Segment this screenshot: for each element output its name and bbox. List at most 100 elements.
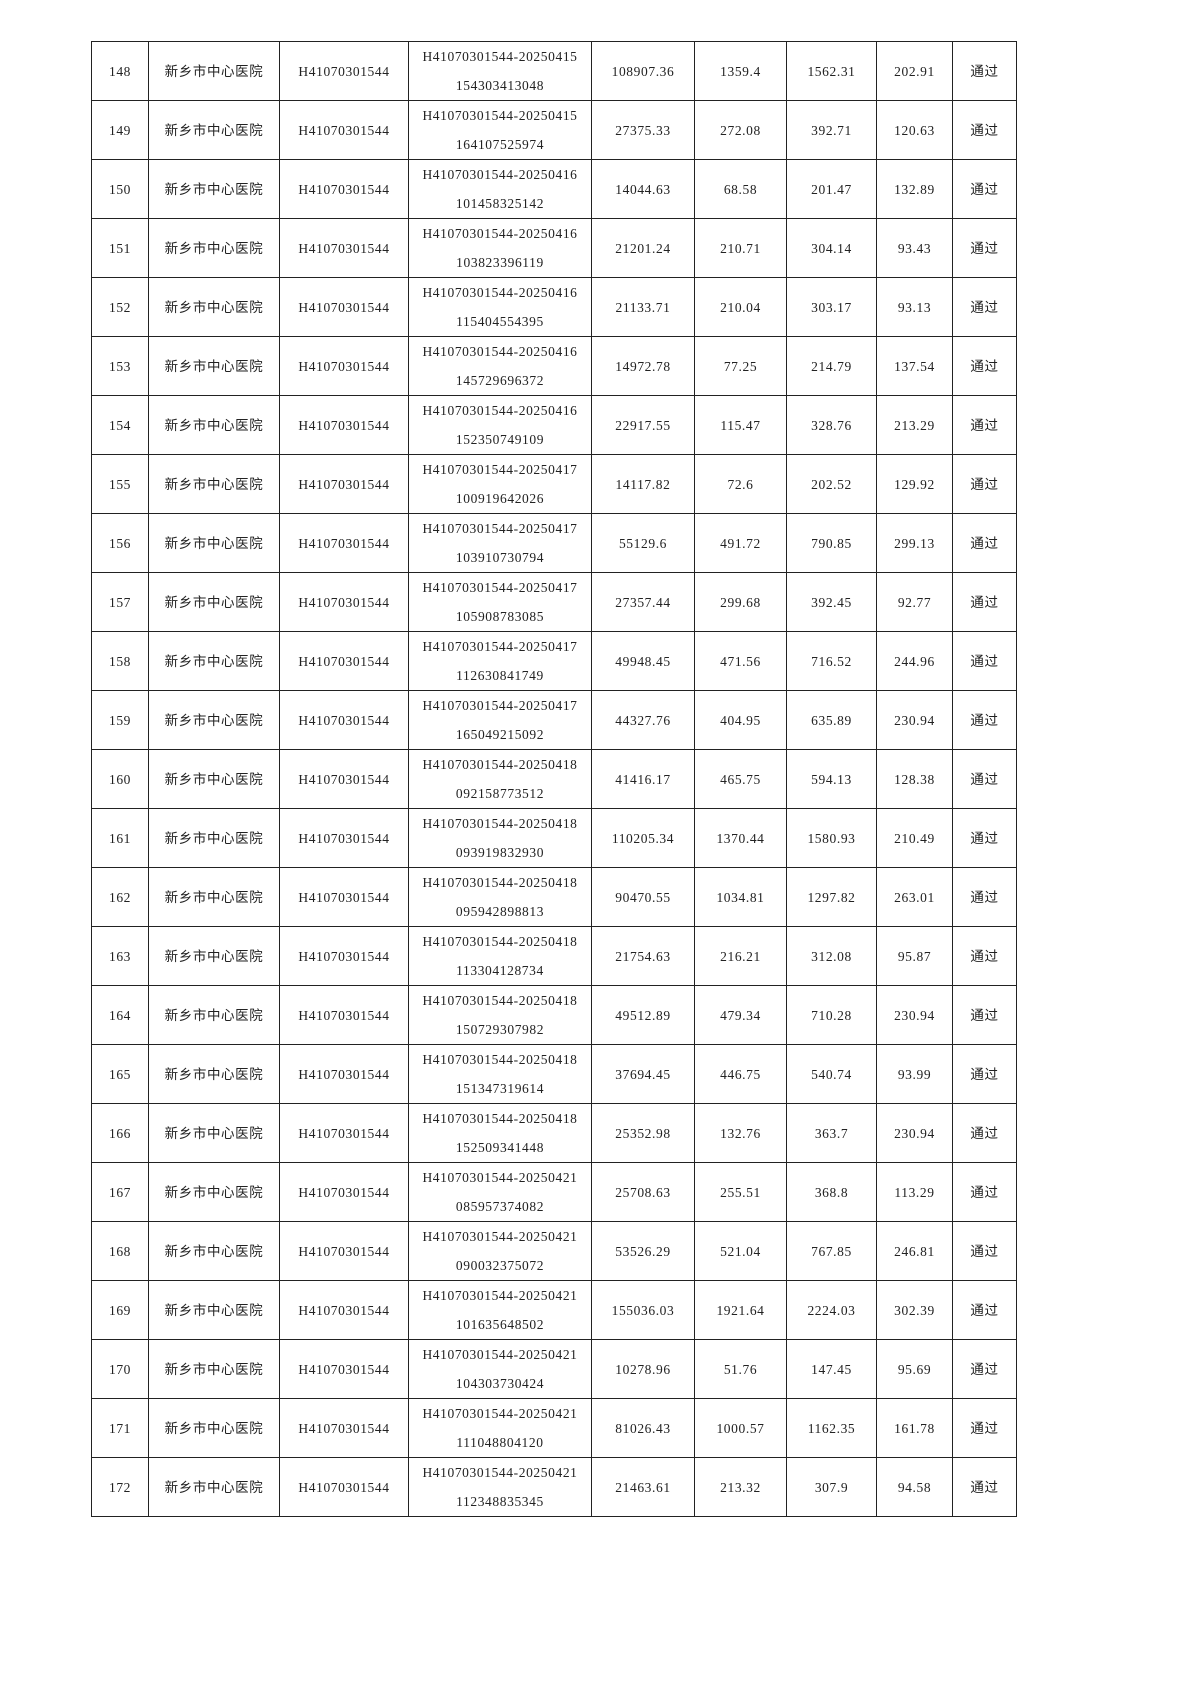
amount-cell: 213.29 — [876, 395, 953, 455]
total-amount-cell: 14117.82 — [591, 454, 695, 514]
serial-number-line: 112630841749 — [456, 668, 544, 683]
review-result-cell: 通过 — [952, 926, 1017, 986]
serial-number-line: 085957374082 — [455, 1199, 545, 1214]
amount-cell: 77.25 — [694, 336, 787, 396]
serial-number-cell: H41070301544-20250421 104303730424 — [408, 1339, 592, 1399]
row-number-cell: 159 — [91, 690, 149, 750]
serial-number-line: 152350749109 — [455, 432, 545, 447]
row-number-cell: 157 — [91, 572, 149, 632]
total-amount-cell: 21201.24 — [591, 218, 695, 278]
row-number-cell: 158 — [91, 631, 149, 691]
review-result-cell: 通过 — [952, 454, 1017, 514]
row-number-cell: 149 — [91, 100, 149, 160]
review-result-cell: 通过 — [952, 218, 1017, 278]
institution-code-cell: H41070301544 — [279, 1398, 409, 1458]
row-number-cell: 151 — [91, 218, 149, 278]
amount-cell: 716.52 — [786, 631, 877, 691]
table-row: 156 新乡市中心医院 H41070301544 H41070301544-20250… — [91, 513, 1017, 573]
amount-cell: 68.58 — [694, 159, 787, 219]
total-amount-cell: 155036.03 — [591, 1280, 695, 1340]
total-amount-cell: 90470.55 — [591, 867, 695, 927]
amount-cell: 115.47 — [694, 395, 787, 455]
serial-number-line: H41070301544-20250416 — [422, 403, 578, 418]
total-amount-cell: 27375.33 — [591, 100, 695, 160]
serial-number-line: 101458325142 — [455, 196, 545, 211]
serial-number-cell: H41070301544-20250417 103910730794 — [408, 513, 592, 573]
hospital-name-cell: 新乡市中心医院 — [148, 926, 280, 986]
table-row: 148 新乡市中心医院 H41070301544 H41070301544-20250… — [91, 41, 1017, 101]
serial-number-line: 103823396119 — [456, 255, 544, 270]
amount-cell: 132.76 — [694, 1103, 787, 1163]
serial-number-cell: H41070301544-20250418 150729307982 — [408, 985, 592, 1045]
institution-code-cell: H41070301544 — [279, 1457, 409, 1517]
amount-cell: 201.47 — [786, 159, 877, 219]
institution-code-cell: H41070301544 — [279, 41, 409, 101]
institution-code-cell: H41070301544 — [279, 1280, 409, 1340]
amount-cell: 129.92 — [876, 454, 953, 514]
amount-cell: 95.69 — [876, 1339, 953, 1399]
serial-number-line: H41070301544-20250421 — [422, 1465, 578, 1480]
institution-code-cell: H41070301544 — [279, 572, 409, 632]
serial-number-line: 115404554395 — [456, 314, 544, 329]
serial-number-cell: H41070301544-20250417 112630841749 — [408, 631, 592, 691]
serial-number-cell: H41070301544-20250421 111048804120 — [408, 1398, 592, 1458]
serial-number-line: 164107525974 — [455, 137, 545, 152]
hospital-name-cell: 新乡市中心医院 — [148, 395, 280, 455]
hospital-name-cell: 新乡市中心医院 — [148, 808, 280, 868]
serial-number-line: H41070301544-20250417 — [422, 698, 578, 713]
amount-cell: 244.96 — [876, 631, 953, 691]
amount-cell: 137.54 — [876, 336, 953, 396]
total-amount-cell: 49948.45 — [591, 631, 695, 691]
total-amount-cell: 14972.78 — [591, 336, 695, 396]
serial-number-line: 165049215092 — [455, 727, 545, 742]
amount-cell: 113.29 — [876, 1162, 953, 1222]
amount-cell: 1162.35 — [786, 1398, 877, 1458]
amount-cell: 392.71 — [786, 100, 877, 160]
amount-cell: 790.85 — [786, 513, 877, 573]
amount-cell: 1297.82 — [786, 867, 877, 927]
institution-code-cell: H41070301544 — [279, 985, 409, 1045]
total-amount-cell: 44327.76 — [591, 690, 695, 750]
total-amount-cell: 49512.89 — [591, 985, 695, 1045]
table-row: 154 新乡市中心医院 H41070301544 H41070301544-20250… — [91, 395, 1017, 455]
amount-cell: 202.91 — [876, 41, 953, 101]
hospital-name-cell: 新乡市中心医院 — [148, 985, 280, 1045]
row-number-cell: 165 — [91, 1044, 149, 1104]
institution-code-cell: H41070301544 — [279, 1103, 409, 1163]
review-result-cell: 通过 — [952, 1339, 1017, 1399]
serial-number-line: H41070301544-20250415 — [422, 49, 578, 64]
total-amount-cell: 108907.36 — [591, 41, 695, 101]
serial-number-line: H41070301544-20250417 — [422, 521, 578, 536]
amount-cell: 1370.44 — [694, 808, 787, 868]
amount-cell: 303.17 — [786, 277, 877, 337]
amount-cell: 404.95 — [694, 690, 787, 750]
institution-code-cell: H41070301544 — [279, 513, 409, 573]
amount-cell: 93.13 — [876, 277, 953, 337]
table-row: 159 新乡市中心医院 H41070301544 H41070301544-20250… — [91, 690, 1017, 750]
amount-cell: 92.77 — [876, 572, 953, 632]
table-row: 151 新乡市中心医院 H41070301544 H41070301544-20250… — [91, 218, 1017, 278]
serial-number-line: H41070301544-20250421 — [422, 1288, 578, 1303]
serial-number-line: H41070301544-20250418 — [422, 993, 578, 1008]
serial-number-line: H41070301544-20250415 — [422, 108, 578, 123]
hospital-name-cell: 新乡市中心医院 — [148, 631, 280, 691]
serial-number-cell: H41070301544-20250417 100919642026 — [408, 454, 592, 514]
table-row: 172 新乡市中心医院 H41070301544 H41070301544-20250… — [91, 1457, 1017, 1517]
amount-cell: 368.8 — [786, 1162, 877, 1222]
amount-cell: 312.08 — [786, 926, 877, 986]
serial-number-line: 152509341448 — [455, 1140, 545, 1155]
review-result-cell: 通过 — [952, 690, 1017, 750]
institution-code-cell: H41070301544 — [279, 336, 409, 396]
serial-number-cell: H41070301544-20250417 105908783085 — [408, 572, 592, 632]
review-result-cell: 通过 — [952, 985, 1017, 1045]
hospital-name-cell: 新乡市中心医院 — [148, 1221, 280, 1281]
institution-code-cell: H41070301544 — [279, 454, 409, 514]
amount-cell: 446.75 — [694, 1044, 787, 1104]
amount-cell: 72.6 — [694, 454, 787, 514]
total-amount-cell: 25352.98 — [591, 1103, 695, 1163]
amount-cell: 263.01 — [876, 867, 953, 927]
review-result-cell: 通过 — [952, 41, 1017, 101]
row-number-cell: 169 — [91, 1280, 149, 1340]
serial-number-line: H41070301544-20250418 — [422, 816, 578, 831]
amount-cell: 1034.81 — [694, 867, 787, 927]
